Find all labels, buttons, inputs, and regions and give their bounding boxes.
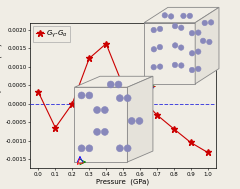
$G_\gamma$-$G_\alpha$ bbox=[88, 57, 91, 60]
Circle shape bbox=[207, 39, 212, 45]
Circle shape bbox=[179, 63, 184, 68]
Circle shape bbox=[157, 26, 163, 32]
Polygon shape bbox=[74, 76, 153, 87]
Circle shape bbox=[189, 50, 195, 56]
Y-axis label: Difference of $G$ per atom (eV): Difference of $G$ per atom (eV) bbox=[0, 43, 4, 148]
Circle shape bbox=[151, 64, 156, 70]
Polygon shape bbox=[127, 76, 153, 162]
$G_\gamma$-$G_\alpha$ bbox=[54, 127, 57, 129]
Circle shape bbox=[151, 27, 156, 33]
$G_\gamma$-$G_\alpha$ bbox=[105, 43, 108, 45]
Polygon shape bbox=[144, 23, 195, 84]
Circle shape bbox=[136, 118, 143, 124]
Circle shape bbox=[196, 66, 201, 72]
Circle shape bbox=[196, 49, 201, 54]
Circle shape bbox=[128, 118, 135, 124]
Circle shape bbox=[86, 145, 93, 152]
$G_\gamma$-$G_\alpha$ bbox=[37, 91, 40, 93]
Circle shape bbox=[189, 30, 195, 36]
$G_\gamma$-$G_\alpha$ bbox=[172, 128, 175, 130]
Line: $G_\gamma$-$G_\alpha$: $G_\gamma$-$G_\alpha$ bbox=[35, 40, 211, 156]
Circle shape bbox=[202, 20, 207, 26]
Circle shape bbox=[94, 129, 101, 135]
Circle shape bbox=[94, 107, 101, 113]
Circle shape bbox=[101, 107, 108, 113]
Circle shape bbox=[172, 43, 178, 48]
Circle shape bbox=[189, 67, 195, 73]
Circle shape bbox=[78, 145, 85, 152]
$G_\gamma$-$G_\alpha$ bbox=[155, 114, 158, 116]
Circle shape bbox=[124, 95, 131, 102]
Circle shape bbox=[101, 129, 108, 135]
Circle shape bbox=[116, 145, 123, 152]
$G_\gamma$-$G_\alpha$ bbox=[121, 84, 124, 87]
$G_\gamma$-$G_\alpha$ bbox=[71, 103, 74, 105]
Circle shape bbox=[181, 13, 186, 19]
Circle shape bbox=[200, 38, 206, 43]
Polygon shape bbox=[74, 87, 127, 162]
$G_\gamma$-$G_\alpha$ bbox=[206, 151, 209, 153]
Circle shape bbox=[78, 92, 85, 99]
Circle shape bbox=[178, 45, 184, 50]
$G_\gamma$-$G_\alpha$ bbox=[189, 141, 192, 144]
Circle shape bbox=[151, 46, 157, 52]
Legend: $G_\gamma$-$G_\alpha$: $G_\gamma$-$G_\alpha$ bbox=[33, 26, 70, 42]
Circle shape bbox=[179, 25, 184, 30]
Circle shape bbox=[157, 44, 163, 50]
Circle shape bbox=[115, 81, 122, 88]
Circle shape bbox=[116, 95, 123, 102]
Circle shape bbox=[124, 145, 131, 152]
Polygon shape bbox=[144, 7, 219, 23]
Circle shape bbox=[157, 64, 163, 69]
X-axis label: Pressure  (GPa): Pressure (GPa) bbox=[96, 178, 150, 185]
Circle shape bbox=[187, 13, 192, 19]
Circle shape bbox=[196, 30, 201, 35]
Circle shape bbox=[172, 23, 178, 29]
Circle shape bbox=[86, 92, 93, 99]
Circle shape bbox=[168, 14, 174, 19]
Circle shape bbox=[208, 20, 214, 25]
Circle shape bbox=[107, 81, 114, 88]
Circle shape bbox=[172, 62, 178, 68]
$G_\gamma$-$G_\alpha$ bbox=[138, 96, 141, 98]
Polygon shape bbox=[195, 7, 219, 84]
Circle shape bbox=[162, 13, 168, 18]
